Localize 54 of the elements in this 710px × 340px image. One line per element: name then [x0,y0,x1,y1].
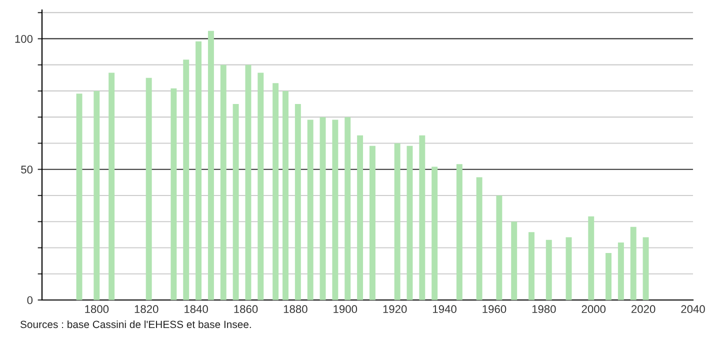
bar [282,90,288,300]
bar [511,222,518,300]
bar [170,88,177,300]
bar [419,135,426,300]
bar [476,177,482,300]
bar [183,60,190,300]
bar [566,237,572,300]
x-tick-label: 1940 [433,305,456,314]
bar [208,30,214,300]
bar [432,166,438,300]
bar [528,232,534,300]
bar [588,216,594,300]
x-tick-label: 1860 [234,305,258,314]
bar [146,78,152,300]
bar [332,120,338,300]
bar [406,146,413,300]
x-tick-label: 2020 [632,305,656,314]
bar [294,104,301,300]
bar [272,83,279,300]
bar [307,120,314,300]
bar [344,117,351,300]
bar [108,72,115,300]
bar [618,242,624,300]
bar [76,94,82,300]
bar [357,135,364,300]
y-tick-label: 50 [21,166,33,174]
x-tick-label: 2000 [582,305,606,314]
bar [630,226,636,300]
y-tick-label: 0 [27,296,33,304]
bar [394,143,400,300]
bar [196,41,202,300]
bar [496,195,502,300]
x-tick-label: 1900 [334,305,358,314]
bar [642,237,649,300]
y-tick-label: 100 [15,35,33,43]
bar [245,64,252,300]
bar [606,252,612,300]
bar [258,72,264,300]
x-tick-label: 1820 [134,305,158,314]
x-tick-label: 1920 [383,305,407,314]
x-tick-label: 2040 [681,305,705,314]
bar [232,104,239,300]
bar [220,64,226,300]
x-tick-label: 1840 [184,305,208,314]
bar [369,146,376,300]
bar [320,117,326,300]
source-note: Sources : base Cassini de l'EHESS et base Insee. [20,320,251,328]
x-tick-label: 1960 [482,305,506,314]
x-tick-label: 1980 [532,305,556,314]
bar [546,240,552,300]
x-tick-label: 1880 [284,305,308,314]
bar [456,164,462,300]
x-tick-label: 1800 [85,305,109,314]
bar [94,90,100,300]
